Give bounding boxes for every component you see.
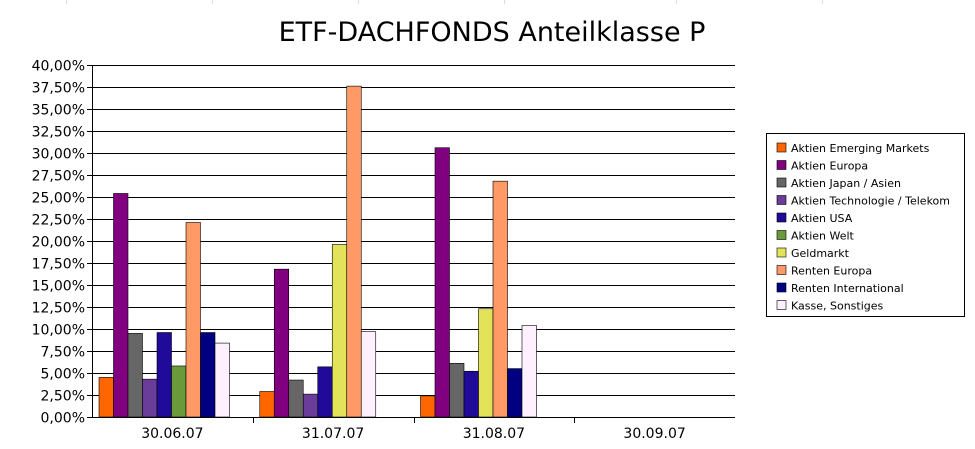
y-tick-label: 5,00% bbox=[41, 367, 85, 383]
bar-aktien-welt-30.06.07 bbox=[171, 365, 187, 418]
top-edge-ticks bbox=[66, 0, 823, 4]
y-tick-label: 25,00% bbox=[32, 191, 85, 207]
x-tick-label: 31.08.07 bbox=[463, 426, 525, 442]
bar-geldmarkt-31.07.07 bbox=[331, 244, 348, 418]
bar-aktien-europa-30.06.07 bbox=[113, 193, 129, 418]
y-tick-label: 15,00% bbox=[32, 279, 85, 295]
y-tick-label: 0,00% bbox=[41, 411, 85, 427]
bar-aktien-usa-31.08.07 bbox=[463, 370, 479, 418]
legend-label: Kasse, Sonstiges bbox=[791, 300, 884, 313]
bar-aktien-usa-31.07.07 bbox=[317, 366, 333, 418]
legend-swatch bbox=[776, 265, 787, 275]
bar-kasse-sonstiges-30.06.07 bbox=[214, 342, 230, 418]
y-tick-label: 35,00% bbox=[32, 103, 85, 119]
legend-label: Geldmarkt bbox=[791, 247, 850, 260]
y-tick-label: 17,50% bbox=[32, 257, 85, 273]
axes bbox=[92, 65, 735, 418]
chart-title: ETF-DACHFONDS Anteilklasse P bbox=[279, 17, 706, 48]
x-tick-label: 30.09.07 bbox=[623, 426, 685, 442]
grid bbox=[87, 65, 735, 418]
bar-aktien-technologie-telekom-30.06.07 bbox=[142, 378, 158, 418]
y-tick-label: 30,00% bbox=[32, 147, 85, 163]
bar-kasse-sonstiges-31.08.07 bbox=[521, 325, 537, 418]
legend-label: Renten Europa bbox=[791, 265, 872, 278]
bar-renten-europa-31.07.07 bbox=[346, 85, 362, 418]
y-axis: 0,00% 2,50% 5,00% 7,50% 10,00% 12,50% 15,00% 17… bbox=[32, 59, 85, 427]
x-tick-label: 31.07.07 bbox=[302, 426, 364, 442]
legend-swatch bbox=[776, 177, 787, 188]
y-tick-label: 12,50% bbox=[32, 301, 85, 317]
y-tick-label: 2,50% bbox=[41, 389, 85, 405]
y-tick-label: 7,50% bbox=[41, 345, 85, 361]
bar-aktien-europa-31.07.07 bbox=[273, 268, 290, 418]
bars bbox=[98, 85, 537, 418]
legend-label: Aktien Welt bbox=[791, 230, 855, 243]
legend-label: Aktien Technologie / Telekom bbox=[791, 195, 950, 208]
y-tick-label: 27,50% bbox=[32, 169, 85, 185]
legend: Aktien Emerging Markets Aktien Europa Akti… bbox=[766, 133, 965, 317]
legend-swatch bbox=[776, 160, 787, 170]
bar-aktien-japan-asien-31.07.07 bbox=[288, 379, 304, 418]
legend-label: Aktien Europa bbox=[791, 160, 868, 173]
bar-kasse-sonstiges-31.07.07 bbox=[360, 331, 377, 418]
legend-swatch bbox=[776, 300, 787, 310]
legend-swatch bbox=[776, 142, 787, 153]
x-axis: 30.06.07 31.07.07 31.08.07 30.09.07 bbox=[141, 417, 686, 442]
x-tick-label: 30.06.07 bbox=[141, 426, 203, 442]
y-tick-label: 37,50% bbox=[32, 81, 85, 97]
legend-label: Aktien Emerging Markets bbox=[791, 142, 930, 155]
bar-aktien-japan-asien-30.06.07 bbox=[127, 333, 143, 418]
y-tick-label: 22,50% bbox=[32, 213, 85, 229]
legend-box bbox=[766, 133, 965, 317]
y-tick-label: 20,00% bbox=[32, 235, 85, 251]
legend-label: Aktien USA bbox=[791, 212, 853, 225]
legend-label: Aktien Japan / Asien bbox=[791, 177, 901, 190]
bar-renten-international-31.08.07 bbox=[507, 368, 523, 418]
y-tick-label: 32,50% bbox=[32, 125, 85, 141]
y-tick-label: 40,00% bbox=[32, 59, 85, 75]
legend-swatch bbox=[776, 195, 787, 205]
bar-aktien-technologie-telekom-31.07.07 bbox=[302, 393, 319, 418]
bar-aktien-japan-asien-31.08.07 bbox=[449, 363, 465, 418]
legend-swatch bbox=[776, 247, 787, 258]
y-tick-label: 10,00% bbox=[32, 323, 85, 339]
legend-swatch bbox=[776, 282, 787, 293]
legend-swatch bbox=[776, 230, 787, 240]
legend-swatch bbox=[776, 212, 787, 223]
bar-aktien-emerging-markets-31.07.07 bbox=[259, 391, 275, 418]
bar-renten-europa-31.08.07 bbox=[492, 180, 508, 418]
bar-aktien-europa-31.08.07 bbox=[434, 147, 450, 418]
bar-renten-europa-30.06.07 bbox=[185, 222, 201, 418]
bar-aktien-usa-30.06.07 bbox=[156, 332, 172, 418]
bar-renten-international-30.06.07 bbox=[200, 332, 216, 418]
bar-aktien-emerging-markets-30.06.07 bbox=[98, 377, 114, 418]
bar-geldmarkt-31.08.07 bbox=[478, 308, 494, 418]
legend-label: Renten International bbox=[791, 282, 904, 295]
bar-aktien-emerging-markets-31.08.07 bbox=[420, 395, 436, 418]
